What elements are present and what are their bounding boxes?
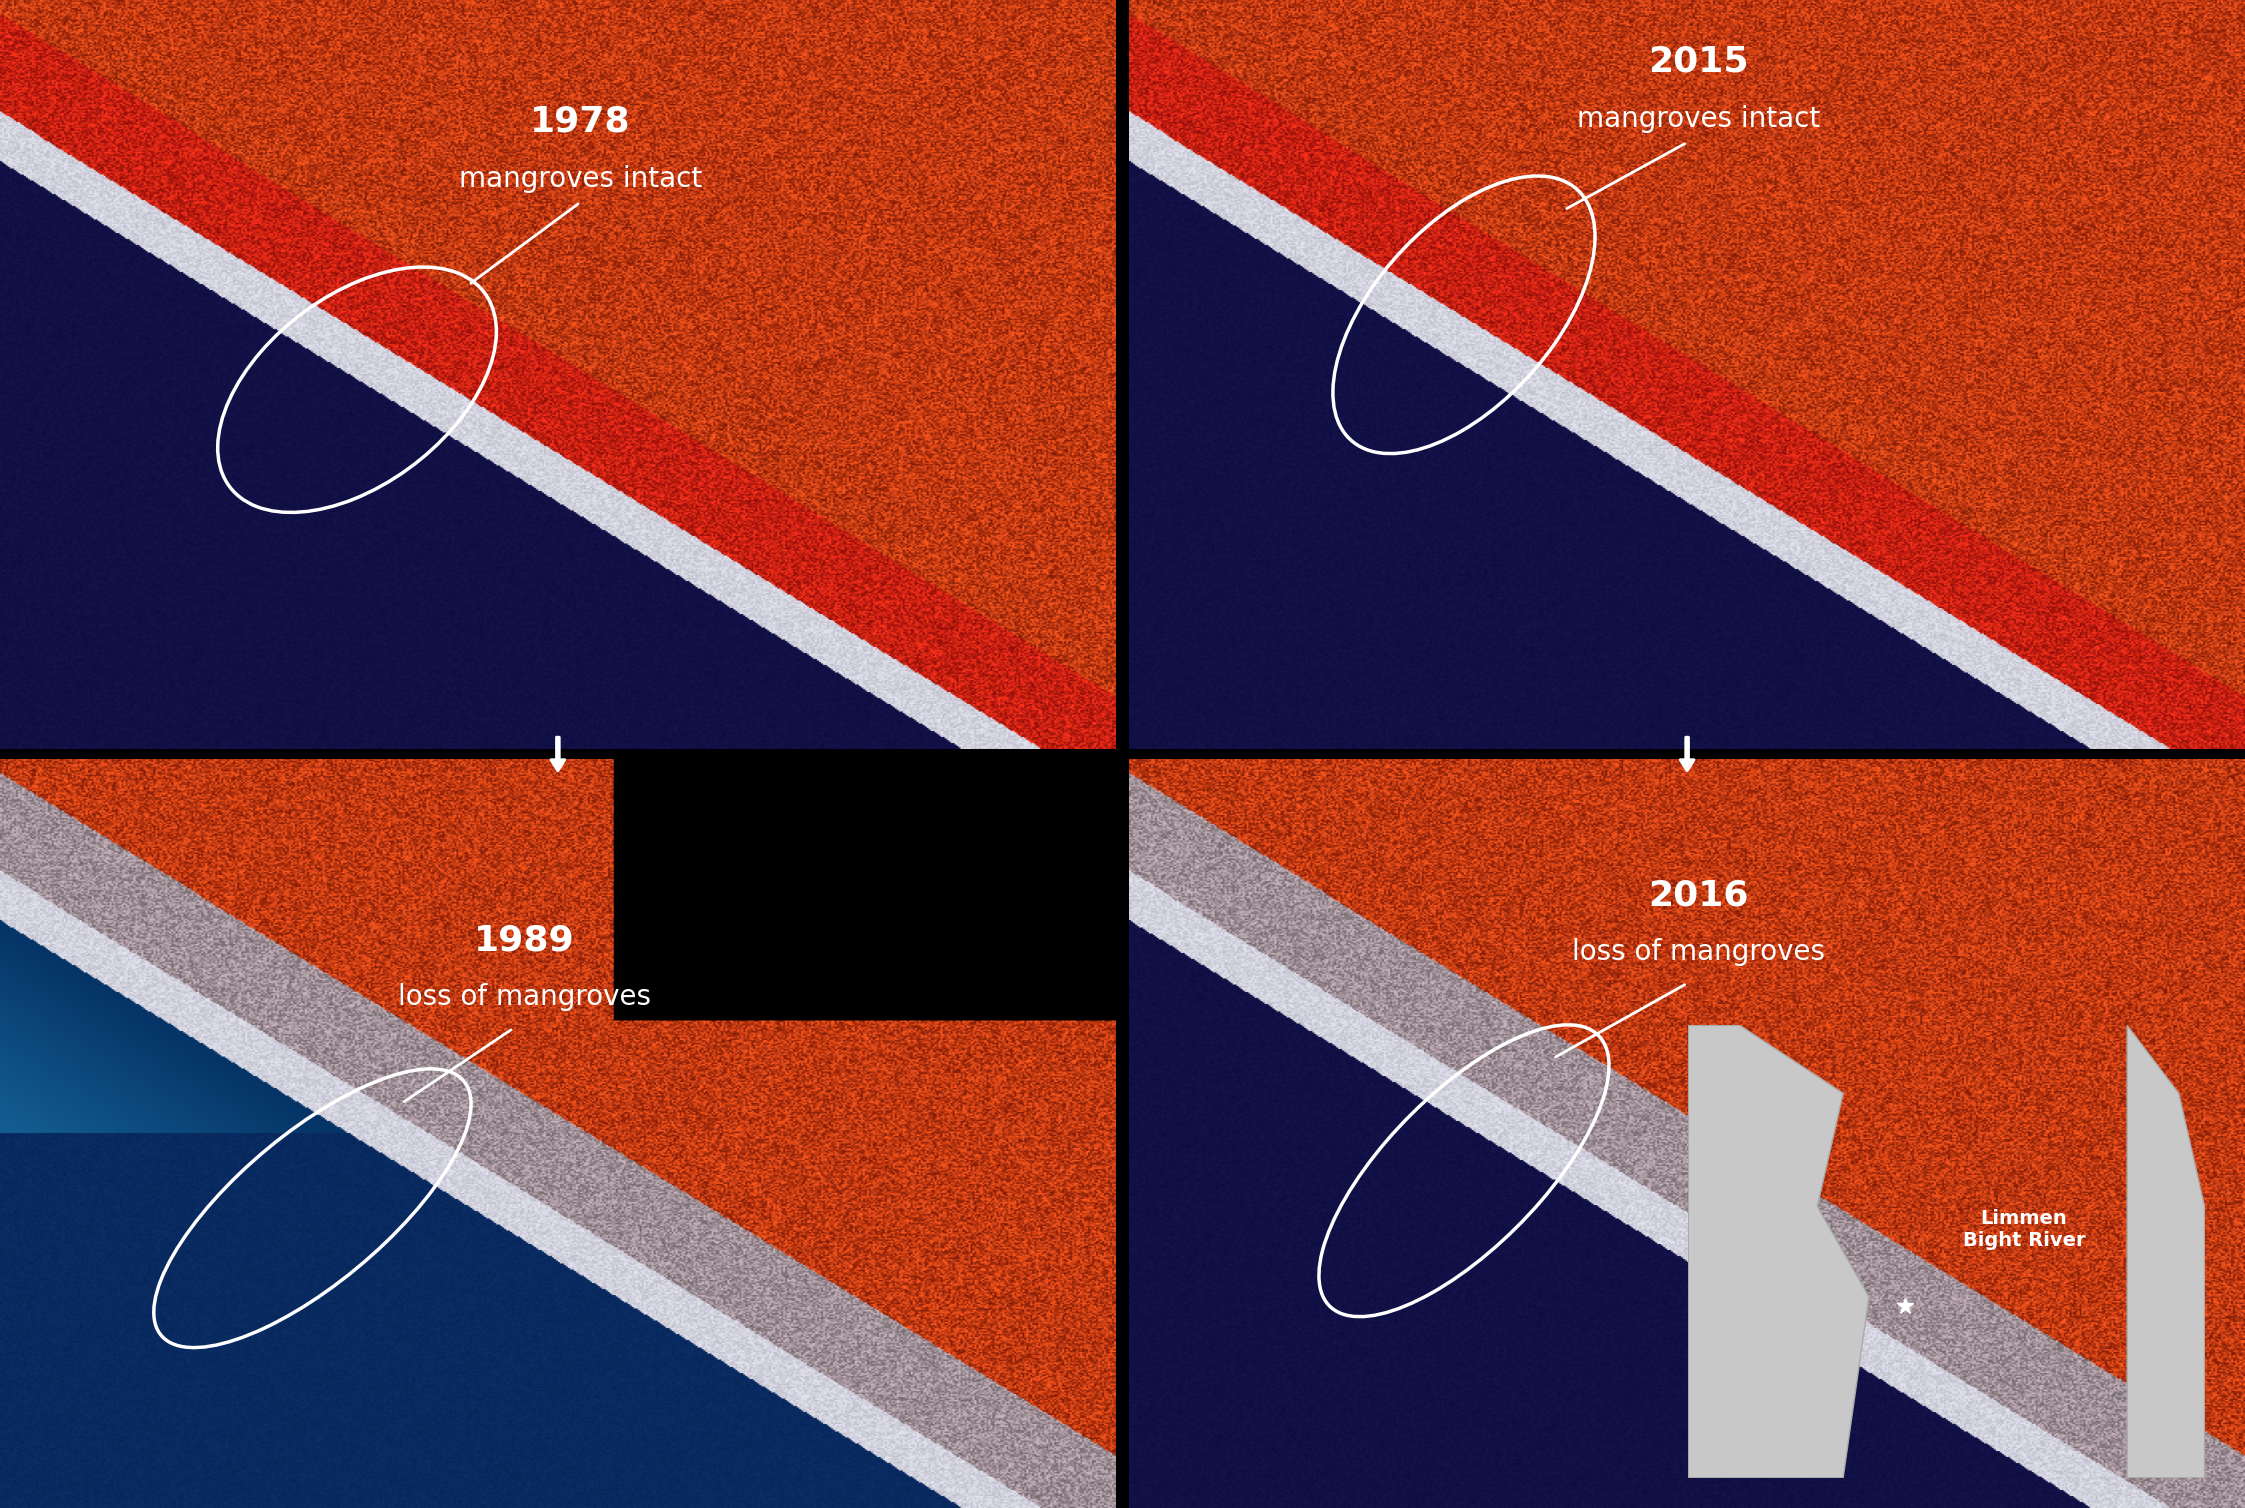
Text: 1989: 1989	[474, 923, 575, 958]
Text: 2016: 2016	[1648, 879, 1749, 912]
Text: 1978: 1978	[530, 106, 631, 139]
Text: loss of mangroves: loss of mangroves	[397, 983, 651, 1012]
Text: Limmen
Bight River: Limmen Bight River	[1962, 1208, 2086, 1250]
Text: 2015: 2015	[1648, 45, 1749, 78]
Text: mangroves intact: mangroves intact	[1576, 106, 1821, 133]
Text: mangroves intact: mangroves intact	[458, 164, 703, 193]
Text: loss of mangroves: loss of mangroves	[1572, 938, 1825, 967]
Polygon shape	[1688, 1025, 1868, 1478]
Polygon shape	[2128, 1025, 2205, 1478]
